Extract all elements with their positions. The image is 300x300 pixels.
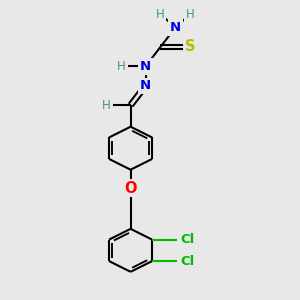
Text: N: N xyxy=(140,60,151,73)
Text: H: H xyxy=(156,8,165,21)
Text: S: S xyxy=(185,40,196,55)
Text: Cl: Cl xyxy=(180,233,194,246)
Text: H: H xyxy=(186,8,195,21)
Text: N: N xyxy=(170,21,181,34)
Text: N: N xyxy=(140,79,151,92)
Text: H: H xyxy=(102,99,111,112)
Text: H: H xyxy=(117,60,126,73)
Text: Cl: Cl xyxy=(180,255,194,268)
Text: O: O xyxy=(124,181,137,196)
